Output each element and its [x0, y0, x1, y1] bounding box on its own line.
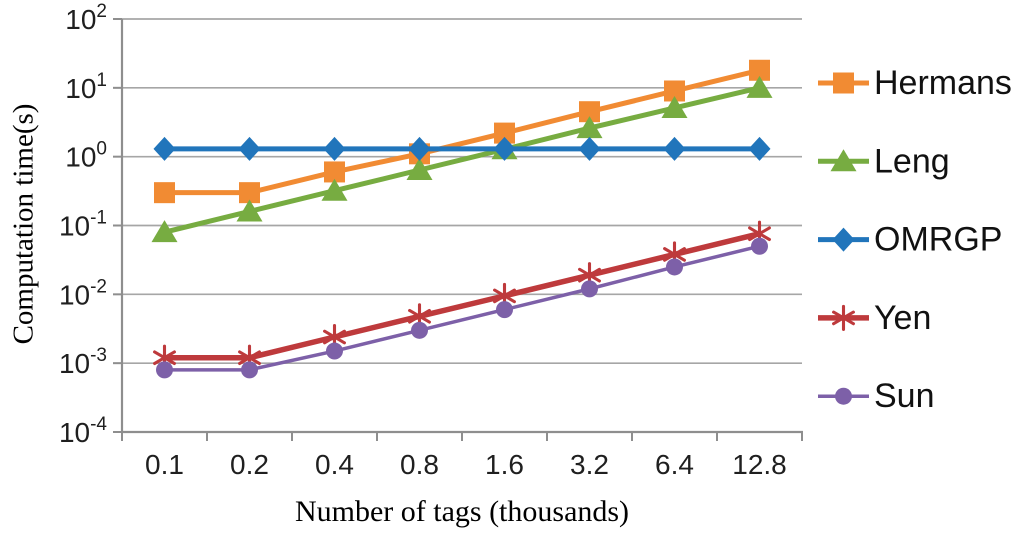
x-tick-label-1.6: 1.6	[485, 449, 524, 480]
marker-sun-6.4	[666, 258, 683, 276]
marker-hermans-12.8	[749, 59, 770, 81]
x-tick-label-0.1: 0.1	[145, 449, 184, 480]
marker-omrgp-0.4	[323, 136, 346, 161]
series-hermans	[154, 59, 770, 204]
legend-label-yen: Yen	[874, 299, 931, 337]
marker-sun-0.1	[156, 361, 173, 379]
marker-leng-12.8	[746, 75, 773, 98]
y-tick-label-10e0: 100	[65, 139, 107, 173]
marker-omrgp-0.1	[153, 136, 176, 161]
marker-leng-0.1	[151, 220, 178, 243]
marker-sun-12.8	[751, 237, 768, 255]
marker-omrgp-1.6	[493, 136, 516, 161]
marker-hermans-0.2	[239, 182, 260, 204]
asterisk-spoke	[493, 288, 516, 304]
x-tick-label-0.2: 0.2	[230, 449, 269, 480]
y-tick-label-10e-2: 10-2	[59, 276, 107, 310]
legend-marker-circle-icon	[835, 387, 852, 405]
marker-hermans-1.6	[494, 122, 515, 144]
axes	[113, 18, 803, 441]
legend-label-hermans: Hermans	[874, 64, 1012, 102]
legend-marker-triangle-icon	[830, 149, 857, 172]
x-tick-labels: 0.1 0.2 0.4 0.8 1.6 3.2 6.4 12.8	[145, 449, 787, 480]
y-tick-label-10e-3: 10-3	[59, 345, 107, 379]
marker-sun-1.6	[496, 301, 513, 319]
marker-sun-3.2	[581, 280, 598, 298]
x-tick-label-0.4: 0.4	[315, 449, 354, 480]
legend-item-sun: Sun	[818, 377, 935, 415]
asterisk-spoke	[748, 226, 771, 242]
gridlines	[122, 18, 802, 365]
marker-omrgp-3.2	[578, 136, 601, 161]
marker-omrgp-0.8	[408, 136, 431, 161]
x-tick-label-12.8: 12.8	[732, 449, 787, 480]
marker-leng-0.4	[321, 178, 348, 201]
x-axis-title: Number of tags (thousands)	[294, 495, 630, 528]
x-tick-label-0.8: 0.8	[400, 449, 439, 480]
marker-hermans-3.2	[579, 101, 600, 123]
legend: Hermans Leng OMRGP Yen Sun	[818, 64, 1012, 415]
marker-sun-0.2	[241, 361, 258, 379]
legend-label-omrgp: OMRGP	[874, 221, 1002, 259]
legend-item-omrgp: OMRGP	[818, 221, 1002, 259]
legend-marker-diamond-icon	[832, 227, 855, 252]
marker-leng-6.4	[661, 95, 688, 118]
series-line-leng	[163, 85, 761, 235]
marker-omrgp-6.4	[663, 136, 686, 161]
marker-sun-0.4	[326, 342, 343, 360]
marker-sun-0.8	[411, 321, 428, 339]
series-line-hermans	[164, 67, 761, 196]
x-tick-label-3.2: 3.2	[570, 449, 609, 480]
marker-leng-3.2	[576, 116, 603, 139]
asterisk-spoke	[238, 350, 261, 366]
y-tick-label-10e-4: 10-4	[59, 414, 107, 448]
legend-label-sun: Sun	[874, 377, 935, 415]
legend-item-leng: Leng	[818, 142, 950, 180]
marker-hermans-0.1	[154, 182, 175, 204]
y-tick-labels: 102 101 100 10-1 10-2 10-3 10-4	[59, 1, 107, 448]
legend-marker-asterisk-icon	[832, 304, 855, 331]
marker-hermans-0.4	[324, 161, 345, 183]
series-omrgp	[153, 136, 771, 161]
y-tick-label-10e1: 101	[65, 70, 107, 104]
asterisk-spoke	[153, 350, 176, 366]
x-tick-label-6.4: 6.4	[655, 449, 694, 480]
series-yen	[153, 220, 771, 371]
asterisk-spoke	[578, 267, 601, 283]
series-line-yen	[164, 231, 761, 361]
marker-leng-0.2	[236, 199, 263, 222]
marker-omrgp-12.8	[748, 136, 771, 161]
asterisk-spoke	[408, 308, 431, 324]
asterisk-spoke	[663, 247, 686, 262]
series-sun	[156, 237, 768, 379]
y-tick-label-10e-1: 10-1	[59, 208, 107, 242]
series-leng	[151, 75, 773, 243]
marker-leng-0.8	[406, 158, 433, 181]
marker-hermans-6.4	[664, 80, 685, 102]
marker-omrgp-0.2	[238, 136, 261, 161]
legend-marker-square-icon	[833, 72, 854, 94]
series-line-sun	[164, 244, 760, 372]
legend-item-yen: Yen	[818, 299, 931, 337]
legend-label-leng: Leng	[874, 142, 950, 180]
legend-item-hermans: Hermans	[818, 64, 1012, 102]
asterisk-spoke	[832, 310, 855, 326]
y-tick-label-10e2: 102	[65, 1, 107, 35]
asterisk-spoke	[323, 329, 346, 345]
y-axis-title: Computation time(s)	[7, 103, 40, 345]
